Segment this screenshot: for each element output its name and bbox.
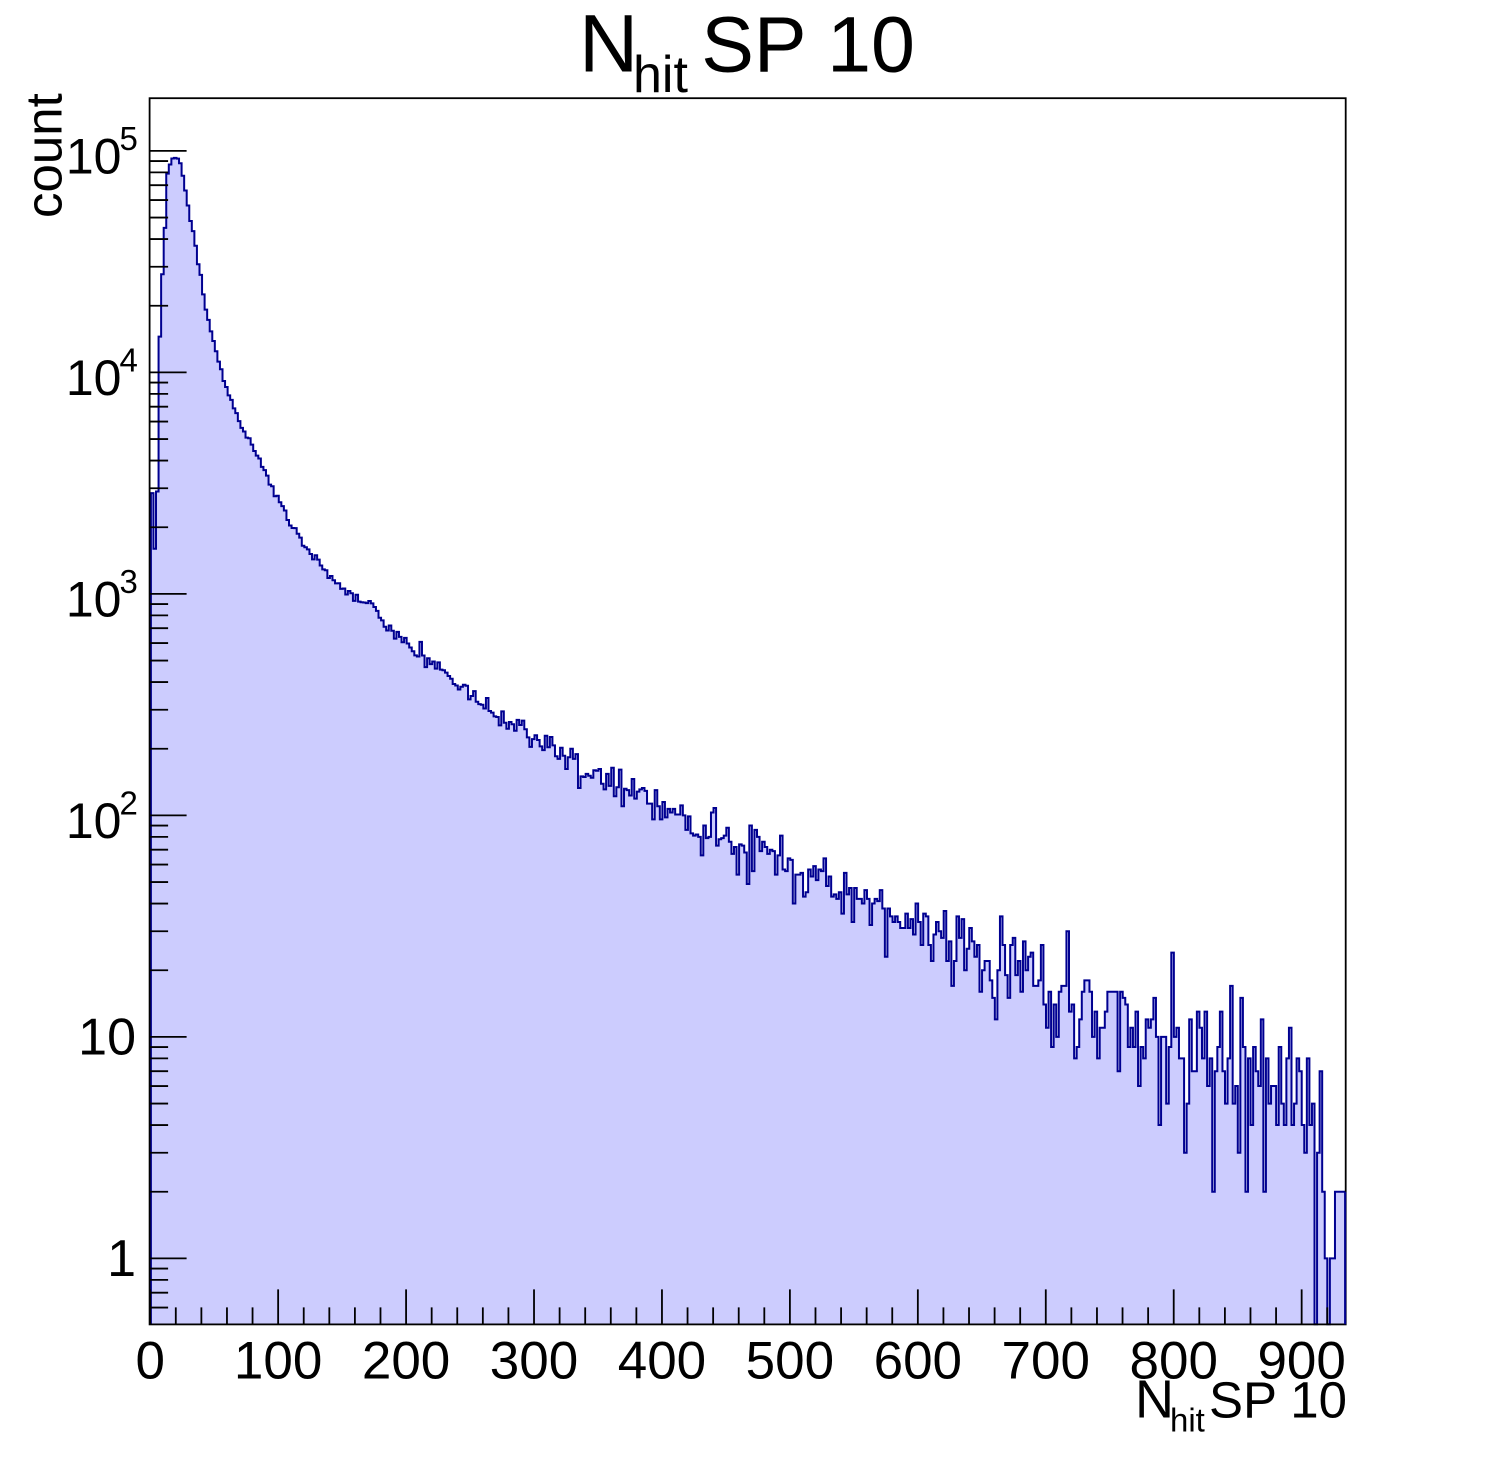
svg-text:100: 100	[234, 1332, 322, 1391]
svg-text:SP 10: SP 10	[701, 0, 915, 89]
svg-text:4: 4	[120, 342, 138, 379]
svg-text:800: 800	[1130, 1332, 1218, 1391]
svg-text:5: 5	[120, 120, 138, 157]
svg-text:700: 700	[1002, 1332, 1090, 1391]
svg-text:hit: hit	[633, 46, 688, 104]
svg-text:N: N	[579, 0, 638, 90]
svg-text:N: N	[1135, 1369, 1174, 1429]
svg-text:0: 0	[135, 1332, 164, 1391]
svg-text:10: 10	[66, 128, 122, 184]
svg-text:10: 10	[66, 793, 122, 849]
svg-text:600: 600	[874, 1332, 962, 1391]
svg-text:3: 3	[120, 563, 138, 600]
svg-text:400: 400	[618, 1332, 706, 1391]
svg-text:10: 10	[78, 1008, 136, 1066]
svg-text:10: 10	[66, 350, 122, 406]
svg-text:SP 10: SP 10	[1209, 1371, 1347, 1428]
svg-text:900: 900	[1257, 1332, 1345, 1391]
svg-text:hit: hit	[1170, 1401, 1205, 1438]
svg-text:500: 500	[746, 1332, 834, 1391]
svg-text:200: 200	[362, 1332, 450, 1391]
svg-text:1: 1	[107, 1230, 136, 1288]
svg-text:300: 300	[490, 1332, 578, 1391]
svg-text:10: 10	[66, 571, 122, 627]
svg-text:count: count	[16, 93, 73, 218]
svg-text:2: 2	[120, 785, 138, 822]
